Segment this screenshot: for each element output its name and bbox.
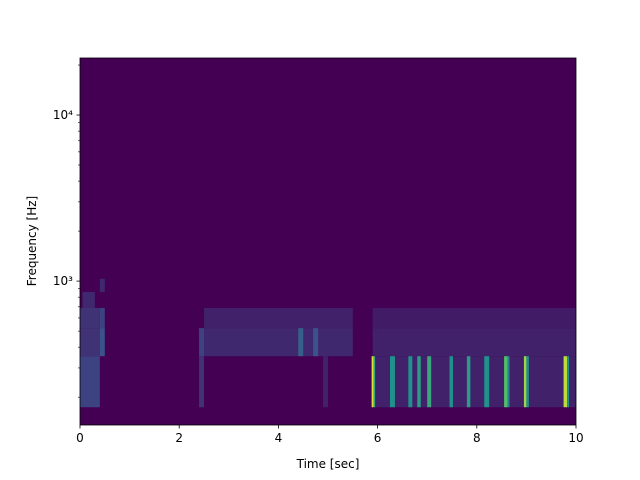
spectrogram-cell <box>466 356 471 408</box>
spectrogram-cell <box>99 278 105 292</box>
spectrogram-cell <box>449 356 453 408</box>
spectrogram-cell <box>82 291 95 308</box>
spectrogram-cell <box>567 356 570 408</box>
spectrogram-cell <box>484 356 490 408</box>
spectrogram-cell <box>373 356 376 408</box>
spectrogram-cell <box>523 356 527 408</box>
x-axis-label: Time [sec] <box>296 457 360 471</box>
spectrogram-cell <box>80 328 100 357</box>
x-tick-label: 10 <box>568 431 583 445</box>
plot-frame <box>79 57 577 426</box>
spectrogram-cell <box>204 328 353 357</box>
spectrogram-cell <box>371 356 374 408</box>
spectrogram-cell <box>199 328 204 357</box>
spectrogram-cell <box>427 356 432 408</box>
y-axis-label: Frequency [Hz] <box>25 196 39 287</box>
x-tick-label: 2 <box>175 431 183 445</box>
y-tick-label: 10⁴ <box>53 108 73 122</box>
x-tick-label: 4 <box>275 431 283 445</box>
spectrogram-cell <box>99 307 105 329</box>
spectrogram-cell <box>99 328 105 357</box>
spectrogram-cell <box>417 356 421 408</box>
spectrogram-cell <box>563 356 568 408</box>
spectrogram-cell <box>323 356 328 408</box>
spectrogram-cell <box>199 356 204 408</box>
spectrogram-cell <box>372 328 576 357</box>
x-tick-label: 8 <box>473 431 481 445</box>
spectrogram-cell <box>526 356 529 408</box>
spectrogram-cell <box>80 307 100 329</box>
spectrogram-cell <box>372 356 576 408</box>
y-tick-label: 10³ <box>53 274 73 288</box>
spectrogram-cell <box>507 356 510 408</box>
spectrogram-cell <box>313 328 319 357</box>
spectrogram-cell <box>80 356 100 408</box>
spectrogram-cell <box>204 307 353 329</box>
spectrogram-cell <box>504 356 508 408</box>
spectrogram-cell <box>390 356 395 408</box>
spectrogram-cell <box>298 328 304 357</box>
spectrogram-cell <box>408 356 413 408</box>
spectrogram-cell <box>372 307 576 329</box>
x-tick-label: 0 <box>76 431 84 445</box>
x-tick-label: 6 <box>374 431 382 445</box>
